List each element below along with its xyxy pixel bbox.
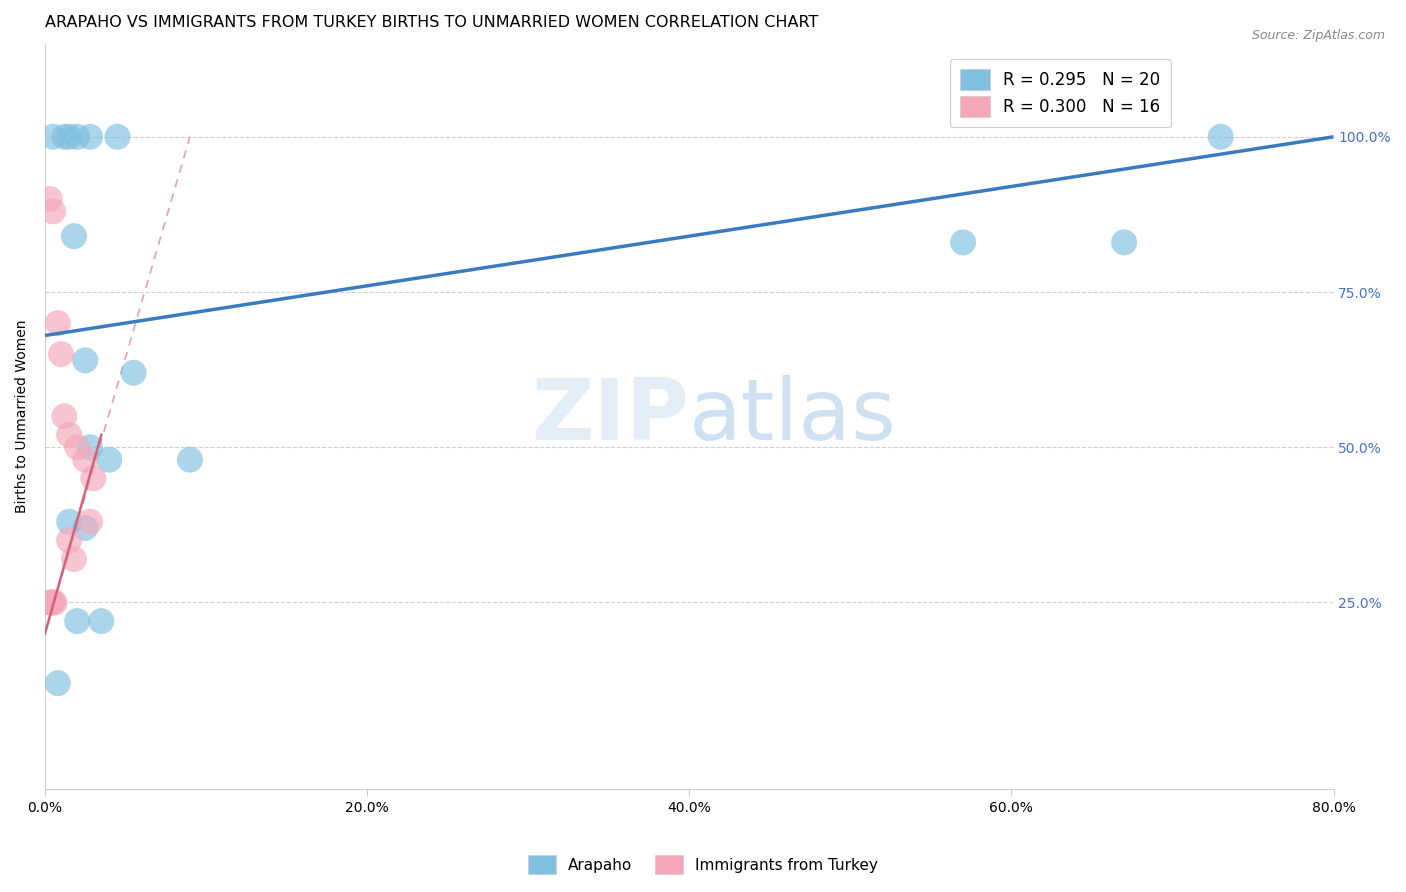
Point: [58, 533, 80, 548]
Y-axis label: Births to Unmarried Women: Births to Unmarried Women: [15, 319, 30, 513]
Point: [53, 129, 76, 144]
Point: [179, 452, 201, 467]
Point: [75, 452, 97, 467]
Point: [49, 347, 72, 361]
Point: [41, 595, 63, 609]
Point: [42, 204, 65, 219]
Point: [79, 440, 101, 454]
Text: ARAPAHO VS IMMIGRANTS FROM TURKEY BIRTHS TO UNMARRIED WOMEN CORRELATION CHART: ARAPAHO VS IMMIGRANTS FROM TURKEY BIRTHS…: [45, 15, 818, 30]
Point: [75, 521, 97, 535]
Point: [1114, 235, 1136, 250]
Point: [63, 229, 86, 244]
Point: [42, 595, 65, 609]
Point: [79, 515, 101, 529]
Point: [82, 471, 104, 485]
Point: [63, 552, 86, 566]
Point: [53, 409, 76, 424]
Point: [44, 595, 66, 609]
Point: [98, 452, 121, 467]
Point: [58, 515, 80, 529]
Point: [952, 235, 974, 250]
Point: [79, 129, 101, 144]
Point: [58, 427, 80, 442]
Legend: R = 0.295   N = 20, R = 0.300   N = 16: R = 0.295 N = 20, R = 0.300 N = 16: [950, 60, 1171, 127]
Point: [107, 129, 129, 144]
Point: [42, 129, 65, 144]
Point: [46, 316, 69, 330]
Text: Source: ZipAtlas.com: Source: ZipAtlas.com: [1251, 29, 1385, 42]
Text: ZIP: ZIP: [531, 375, 689, 458]
Point: [38, 192, 60, 206]
Point: [90, 614, 112, 628]
Legend: Arapaho, Immigrants from Turkey: Arapaho, Immigrants from Turkey: [522, 849, 884, 880]
Point: [75, 353, 97, 368]
Point: [66, 614, 89, 628]
Point: [66, 440, 89, 454]
Point: [58, 129, 80, 144]
Point: [46, 676, 69, 690]
Point: [1209, 129, 1232, 144]
Point: [66, 129, 89, 144]
Point: [122, 366, 145, 380]
Point: [38, 595, 60, 609]
Text: atlas: atlas: [689, 375, 897, 458]
